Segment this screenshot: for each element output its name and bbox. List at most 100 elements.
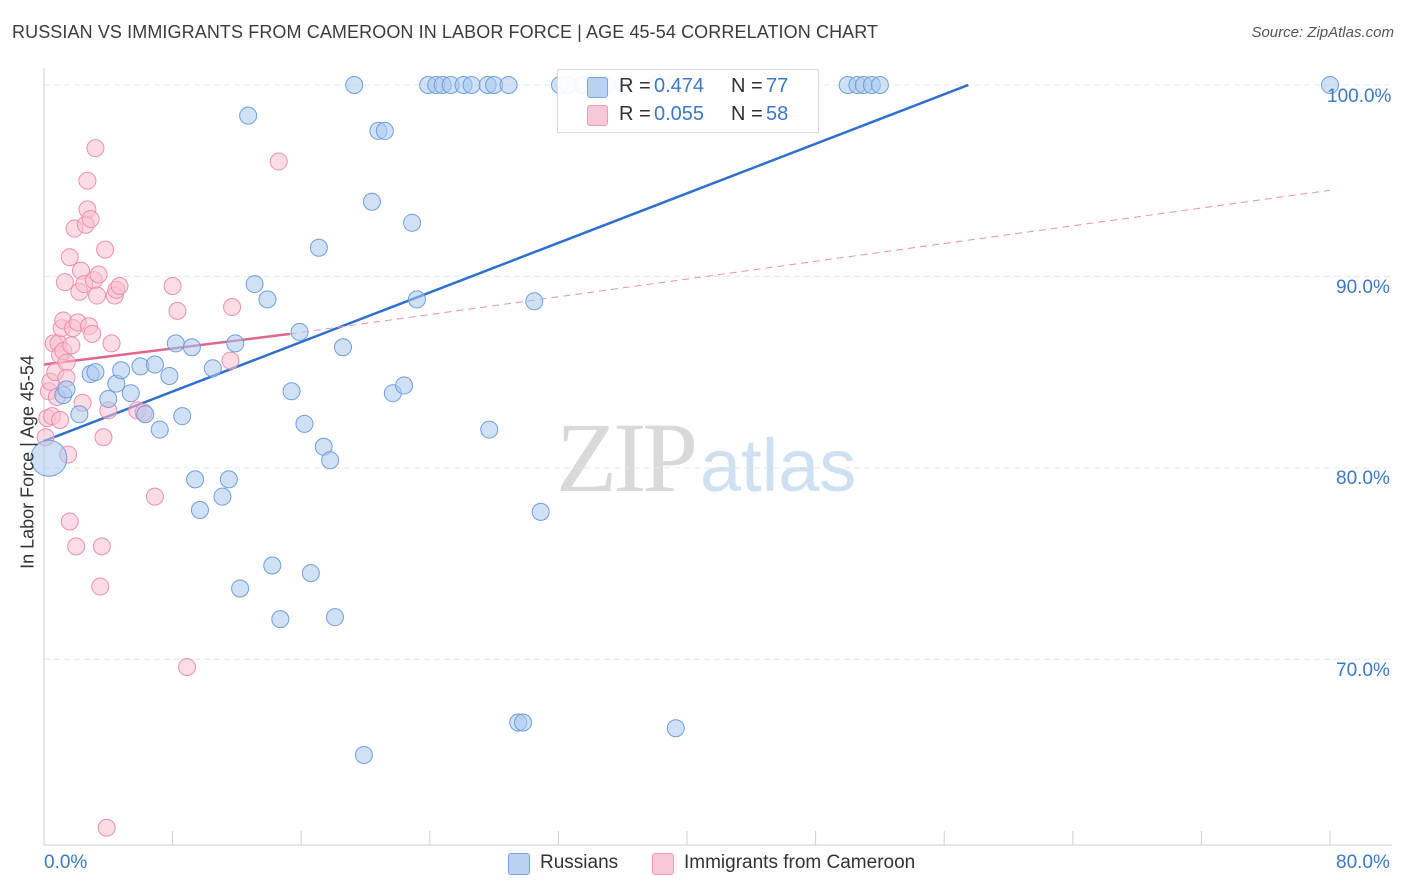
- data-point-russians: [525, 292, 544, 311]
- data-point-russians: [219, 470, 238, 489]
- data-point-russians: [121, 384, 140, 403]
- data-point-cameroon: [269, 152, 288, 171]
- data-point-cameroon: [62, 336, 81, 355]
- data-point-russians: [480, 420, 499, 439]
- data-point-russians: [203, 359, 222, 378]
- legend-n-value: 77: [766, 75, 789, 97]
- legend-r-label: R =: [619, 75, 651, 97]
- data-point-cameroon: [86, 139, 105, 158]
- x-tick-label-max: 80.0%: [1336, 852, 1390, 873]
- data-point-russians: [70, 405, 89, 424]
- trendline-russians: [43, 83, 969, 443]
- legend-n-label: N =: [731, 103, 763, 125]
- data-point-russians: [271, 610, 290, 629]
- legend-swatch-pink: [652, 853, 674, 875]
- data-point-cameroon: [223, 298, 242, 317]
- data-point-cameroon: [81, 209, 100, 228]
- data-point-cameroon: [78, 171, 97, 190]
- legend-n-value: 58: [766, 103, 789, 125]
- data-point-russians: [145, 355, 164, 374]
- data-point-russians: [321, 451, 340, 470]
- zipatlas-watermark: ZIPatlas: [556, 400, 856, 515]
- y-tick-label-90: 90.0%: [1336, 277, 1390, 298]
- x-tick-label-min: 0.0%: [44, 852, 88, 873]
- legend-r-label: R =: [619, 103, 651, 125]
- legend-row-russians: R = 0.474 N = 77: [558, 73, 818, 101]
- legend-label-russians: Russians: [540, 852, 619, 873]
- data-point-russians: [173, 407, 192, 426]
- data-point-russians: [395, 376, 414, 395]
- data-point-russians: [186, 470, 205, 489]
- data-point-russians: [30, 439, 68, 477]
- data-point-russians: [1321, 75, 1339, 94]
- legend-swatch-pink: [587, 105, 608, 126]
- data-point-russians: [301, 564, 320, 583]
- data-point-russians: [258, 290, 277, 309]
- source-credit: Source: ZipAtlas.com: [1251, 24, 1394, 41]
- trendline-cameroon: [43, 332, 291, 366]
- data-point-cameroon: [55, 273, 74, 292]
- data-point-cameroon: [96, 240, 115, 259]
- data-point-russians: [245, 275, 264, 294]
- data-point-cameroon: [67, 537, 86, 556]
- trend-russians: [43, 83, 969, 443]
- data-point-cameroon: [83, 324, 102, 343]
- legend-r-value: 0.474: [654, 75, 705, 97]
- trend-cameroon: [43, 189, 1331, 366]
- data-point-russians: [239, 106, 258, 125]
- data-point-cameroon: [51, 410, 70, 429]
- data-point-cameroon: [57, 353, 76, 372]
- data-point-russians: [514, 713, 533, 732]
- data-point-cameroon: [60, 512, 79, 531]
- data-point-russians: [462, 75, 481, 94]
- legend-r-value: 0.055: [654, 103, 705, 125]
- data-point-russians: [403, 213, 422, 232]
- data-point-russians: [166, 334, 185, 353]
- data-point-russians: [182, 338, 201, 357]
- legend-swatch-blue: [508, 853, 530, 875]
- data-point-cameroon: [102, 334, 121, 353]
- data-point-russians: [499, 75, 518, 94]
- stats-legend: R = 0.474 N = 77 R = 0.055 N = 58: [557, 69, 819, 133]
- chart-title: RUSSIAN VS IMMIGRANTS FROM CAMEROON IN L…: [12, 22, 879, 42]
- watermark-atlas: atlas: [700, 424, 857, 507]
- data-point-cameroon: [88, 286, 107, 305]
- data-point-cameroon: [94, 428, 113, 447]
- data-point-russians: [231, 579, 250, 598]
- legend-n-label: N =: [731, 75, 763, 97]
- data-point-russians: [295, 414, 314, 433]
- data-point-cameroon: [163, 276, 182, 295]
- data-point-russians: [112, 361, 131, 380]
- legend-swatch-blue: [587, 77, 608, 98]
- data-point-russians: [213, 487, 232, 506]
- data-point-cameroon: [178, 657, 197, 676]
- grid-lines: [44, 84, 1392, 660]
- data-point-cameroon: [110, 276, 129, 295]
- data-point-russians: [362, 192, 381, 211]
- data-point-cameroon: [168, 301, 187, 320]
- data-point-russians: [354, 746, 373, 765]
- data-point-cameroon: [60, 248, 79, 267]
- legend-label-cameroon: Immigrants from Cameroon: [684, 852, 916, 873]
- data-point-russians: [345, 75, 364, 94]
- data-point-russians: [226, 334, 245, 353]
- data-point-russians: [870, 75, 889, 94]
- axes: [43, 68, 1392, 846]
- data-point-cameroon: [221, 351, 240, 370]
- data-point-russians: [150, 420, 169, 439]
- data-point-russians: [531, 502, 550, 521]
- y-tick-label-80: 80.0%: [1336, 468, 1390, 489]
- data-point-cameroon: [97, 818, 116, 837]
- y-axis-title: In Labor Force | Age 45-54: [17, 355, 38, 569]
- points-russians: [30, 75, 1339, 765]
- data-point-russians: [325, 608, 344, 627]
- y-tick-label-100: 100.0%: [1327, 86, 1392, 107]
- data-point-russians: [263, 556, 282, 575]
- data-point-cameroon: [92, 537, 111, 556]
- data-point-cameroon: [145, 487, 164, 506]
- trendline-cameroon-extended: [289, 189, 1331, 335]
- data-point-russians: [290, 322, 309, 341]
- y-tick-label-70: 70.0%: [1336, 660, 1390, 681]
- data-point-russians: [407, 290, 426, 309]
